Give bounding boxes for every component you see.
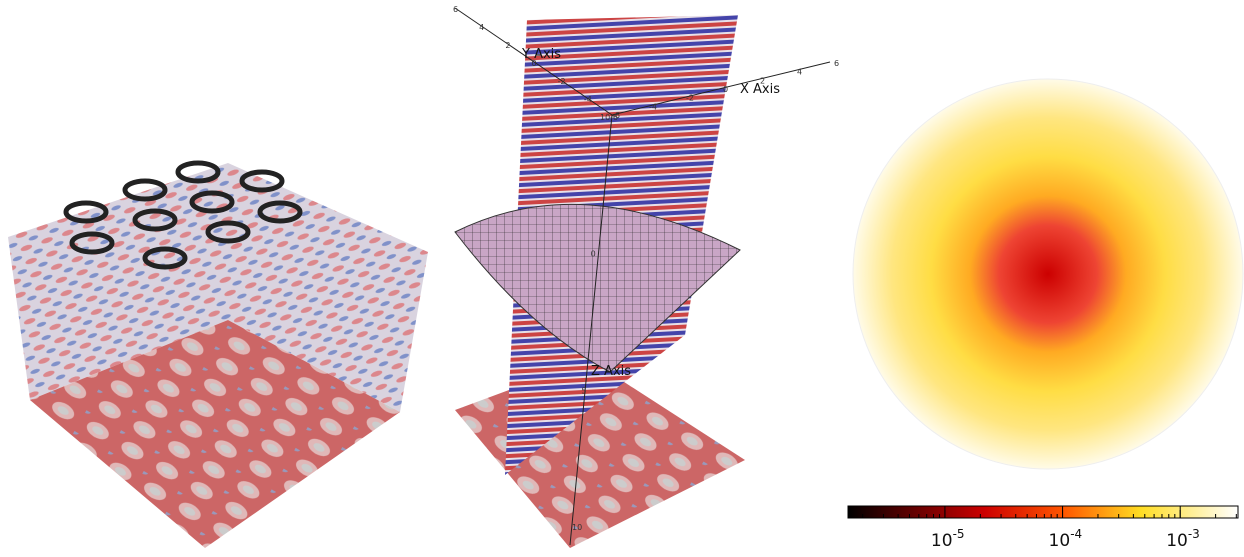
tick-base: 10 [931,531,953,551]
tick-label: 0 [532,59,537,68]
colorbar-bar [847,505,1239,519]
tick-label: 4 [479,23,484,32]
tick-exp: -5 [953,527,965,541]
tick-label: -2 [686,94,694,103]
tick-label: -4 [584,95,592,104]
tick-base: 10 [1166,531,1188,551]
tick-base: 10 [1049,531,1071,551]
axis-label: Y Axis [521,47,561,62]
axis-label: X Axis [740,82,780,97]
surface [454,203,741,373]
wall [228,163,428,412]
tick-label: 10 [600,113,610,122]
disc-render [852,78,1244,470]
tick-label: 10-5 [931,527,965,551]
tick-label: 2 [505,41,510,50]
floor [30,320,400,548]
axis-lines [454,7,831,546]
tick-exp: -4 [1070,527,1082,541]
colorbar: 10-5 10-4 10-3 [847,505,1239,551]
tick-label: 4 [797,68,802,77]
tick-label: 10-4 [1049,527,1083,551]
tick-label: 5 [581,386,586,395]
axis-label: Z Axis [591,364,631,379]
tick-label: -4 [649,102,657,111]
tick-label: 2 [760,76,765,85]
tori [63,160,303,270]
tick-label: -6 [612,111,620,120]
disc-edge [852,78,1244,470]
tick-label: -2 [558,77,566,86]
tick-label: 10-3 [1166,527,1200,551]
box-render [8,160,428,548]
tick-label: 10 [572,523,582,532]
tick-label: 6 [834,59,839,68]
tick-label: 6 [453,5,458,14]
disc [853,79,1243,469]
tick-label: 0 [591,250,596,259]
slice-render: Y Axis X Axis Z Axis 6420-2-4-6-6-4-2024… [453,5,839,548]
tick-label: -6 [610,113,618,122]
tick-exp: -3 [1188,527,1200,541]
tick-label: 0 [723,85,728,94]
